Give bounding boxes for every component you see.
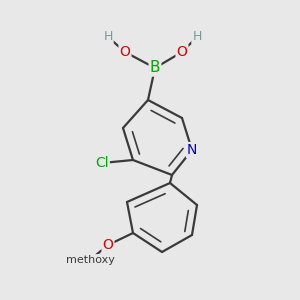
Text: B: B <box>150 61 160 76</box>
Text: N: N <box>187 143 197 157</box>
Text: H: H <box>103 31 113 44</box>
Text: O: O <box>177 45 188 59</box>
Text: methoxy: methoxy <box>66 255 114 265</box>
Text: O: O <box>120 45 130 59</box>
Text: O: O <box>103 238 113 252</box>
Text: Cl: Cl <box>95 156 109 170</box>
Text: H: H <box>192 31 202 44</box>
